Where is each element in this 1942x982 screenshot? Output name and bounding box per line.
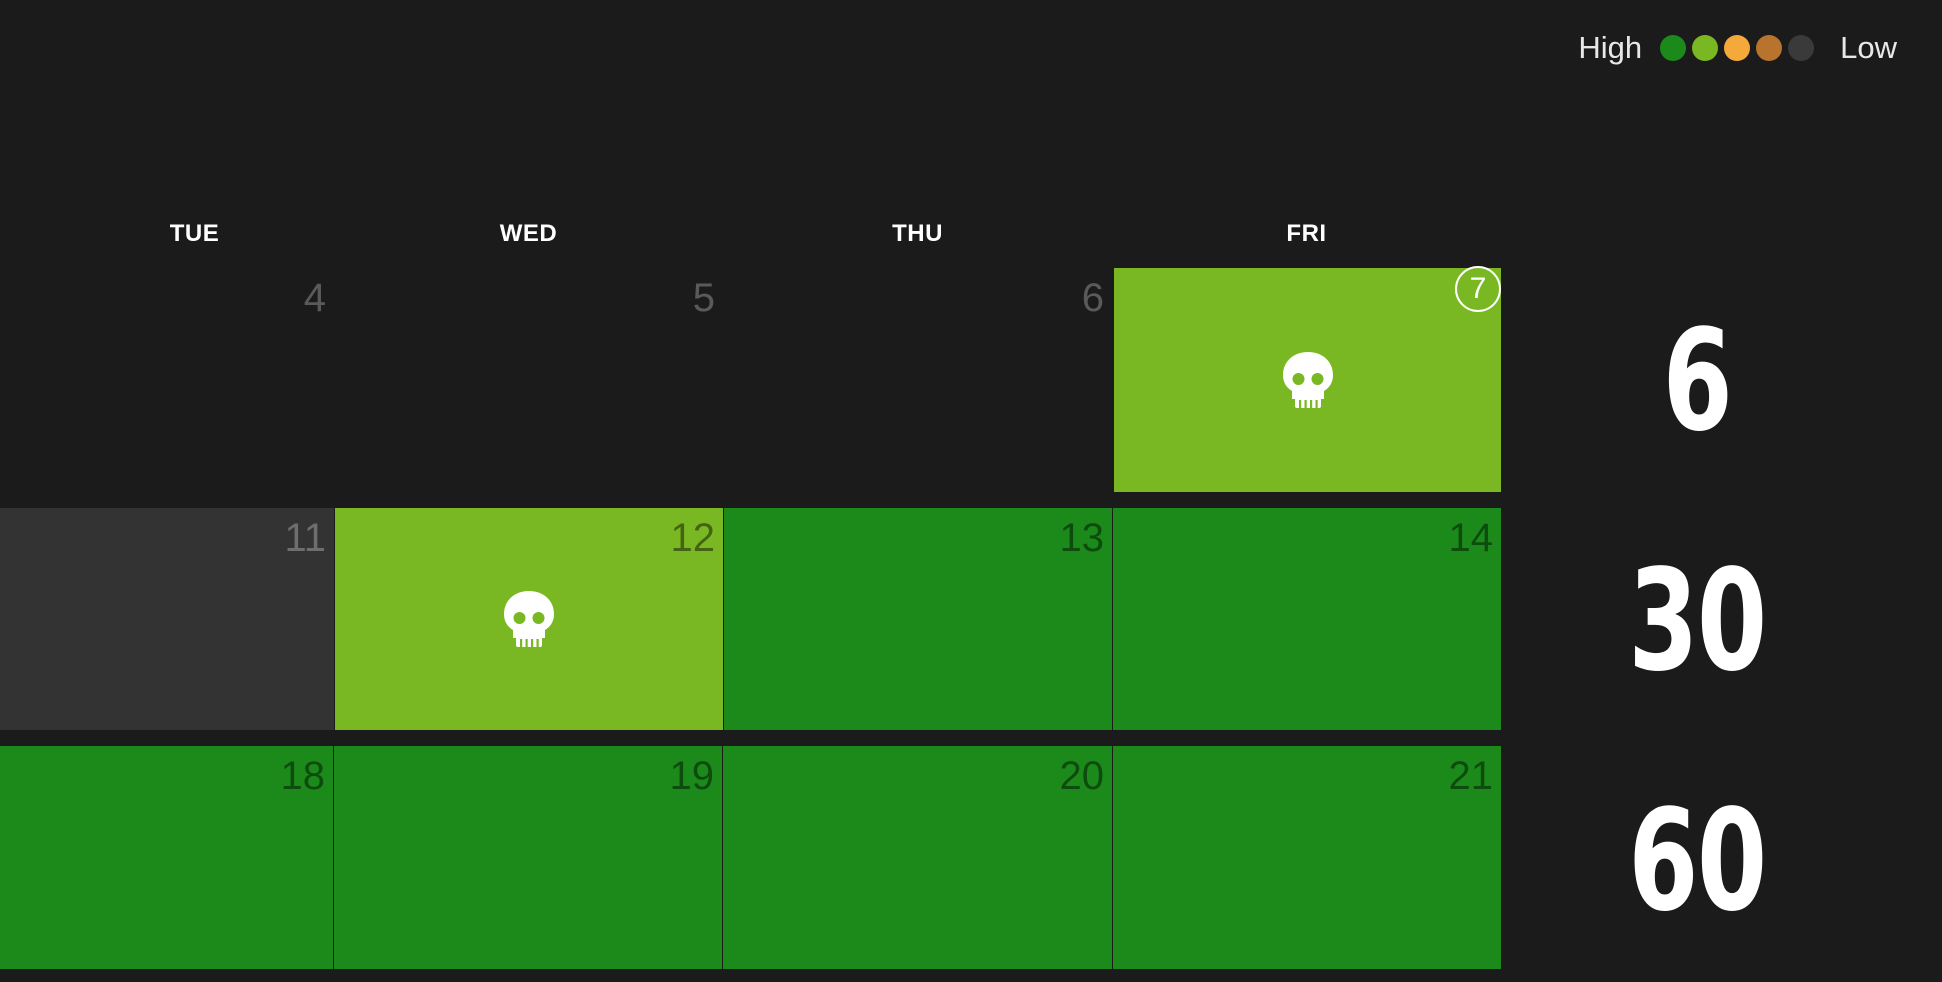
- day-cell[interactable]: 5: [334, 268, 723, 492]
- weekday-header-thu: THU: [892, 220, 943, 247]
- legend-dot: [1660, 35, 1687, 61]
- day-number: 4: [303, 276, 326, 320]
- day-number: 20: [1059, 754, 1105, 798]
- legend-dot: [1724, 35, 1751, 61]
- day-cell[interactable]: 20: [723, 746, 1112, 969]
- day-number: 12: [670, 516, 716, 560]
- day-cell[interactable]: 19: [334, 746, 722, 969]
- day-cell[interactable]: 12: [335, 508, 723, 730]
- weekday-header-tue: TUE: [169, 220, 220, 247]
- day-cell-today[interactable]: 7: [1114, 266, 1501, 492]
- weekday-header-wed: WED: [499, 220, 558, 247]
- day-number: 19: [669, 754, 715, 798]
- day-number: 14: [1448, 516, 1494, 560]
- day-cell[interactable]: 21: [1113, 746, 1501, 969]
- weekday-header-fri: FRI: [1286, 220, 1327, 247]
- day-cell[interactable]: 4: [0, 268, 334, 492]
- legend-dots: [1660, 35, 1815, 61]
- week-total-1: 6: [1662, 300, 1733, 463]
- day-cell[interactable]: 6: [723, 268, 1112, 492]
- day-number: 6: [1081, 276, 1104, 320]
- legend-dot: [1788, 35, 1815, 61]
- legend: High Low: [1578, 30, 1897, 66]
- day-number: 13: [1059, 516, 1105, 560]
- day-cell[interactable]: 14: [1113, 508, 1501, 730]
- legend-low-label: Low: [1840, 30, 1897, 65]
- day-number: 5: [692, 276, 715, 320]
- legend-high-label: High: [1578, 30, 1643, 65]
- day-number: 21: [1448, 754, 1494, 798]
- week-total-3: 60: [1628, 780, 1767, 943]
- day-cell[interactable]: 11: [0, 508, 334, 730]
- day-cell[interactable]: 18: [0, 746, 333, 969]
- week-total-2: 30: [1628, 540, 1767, 703]
- skull-icon: [504, 591, 554, 647]
- skull-icon: [1282, 352, 1333, 408]
- day-number: 18: [280, 754, 326, 798]
- day-number: 11: [284, 516, 326, 560]
- legend-dot: [1692, 35, 1719, 61]
- legend-dot: [1756, 35, 1783, 61]
- day-cell[interactable]: 13: [724, 508, 1112, 730]
- today-indicator: 7: [1455, 266, 1501, 312]
